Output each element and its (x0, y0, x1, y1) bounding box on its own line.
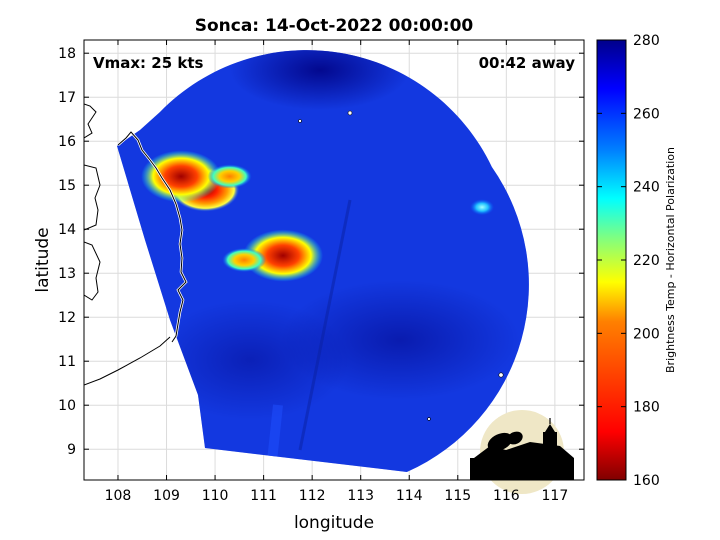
colorbar-tick-label: 260 (633, 106, 660, 122)
y-tick-label: 12 (58, 310, 76, 326)
y-tick-label: 10 (58, 398, 76, 414)
cold-cloud-feature (222, 248, 267, 272)
colorbar-tick-label: 240 (633, 180, 660, 196)
cold-cloud-feature (207, 164, 252, 189)
x-tick-label: 116 (493, 488, 520, 504)
y-tick-label: 15 (58, 178, 76, 194)
x-tick-label: 115 (444, 488, 471, 504)
colorbar-ticks: 160 180 200 220 240 260 280 (597, 33, 660, 489)
axis-ticks (84, 40, 584, 480)
coastline (84, 103, 171, 386)
axes-box (83, 39, 585, 481)
colorbar-tick-label: 220 (633, 253, 660, 269)
y-tick-label: 18 (58, 46, 76, 62)
microwave-swath (117, 50, 529, 473)
y-tick-label: 17 (58, 90, 76, 106)
x-tick-label: 109 (153, 488, 180, 504)
colorbar-label: Brightness Temp - Horizontal Polarizatio… (664, 147, 677, 373)
x-tick-label: 113 (347, 488, 374, 504)
x-tick-label: 108 (105, 488, 132, 504)
chart-title: Sonca: 14-Oct-2022 00:00:00 (195, 16, 474, 36)
island-marker (298, 119, 302, 123)
cimss-logo: CIMSS (470, 410, 574, 494)
y-tick-label: 13 (58, 266, 76, 282)
x-tick-label: 114 (396, 488, 423, 504)
x-tick-label: 117 (542, 488, 569, 504)
y-tick-label: 14 (58, 222, 76, 238)
time-offset-annotation: 00:42 away (479, 54, 576, 72)
vmax-annotation: Vmax: 25 kts (93, 54, 203, 72)
island-marker (498, 372, 504, 378)
x-tick-label: 112 (299, 488, 326, 504)
island-marker (347, 110, 353, 116)
cold-cloud-feature (141, 150, 222, 203)
y-axis-label: latitude (33, 227, 53, 292)
island-marker (427, 417, 431, 421)
x-tick-labels: 108 109 110 111 112 113 114 115 116 117 (105, 488, 569, 504)
colorbar-tick-label: 160 (633, 473, 660, 489)
cimss-logo-text: CIMSS (492, 468, 552, 479)
colorbar-tick-label: 200 (633, 326, 660, 342)
y-tick-label: 11 (58, 354, 76, 370)
y-tick-label: 16 (58, 134, 76, 150)
y-tick-label: 9 (67, 442, 76, 458)
cold-cloud-feature (470, 199, 495, 216)
colorbar-tick-label: 280 (633, 33, 660, 49)
colorbar-tick-label: 180 (633, 400, 660, 416)
y-tick-labels: 9 10 11 12 13 14 15 16 17 18 (58, 46, 76, 458)
x-axis-label: longitude (294, 513, 374, 533)
cold-cloud-feature (243, 229, 324, 282)
x-tick-label: 110 (202, 488, 229, 504)
x-tick-label: 111 (250, 488, 277, 504)
